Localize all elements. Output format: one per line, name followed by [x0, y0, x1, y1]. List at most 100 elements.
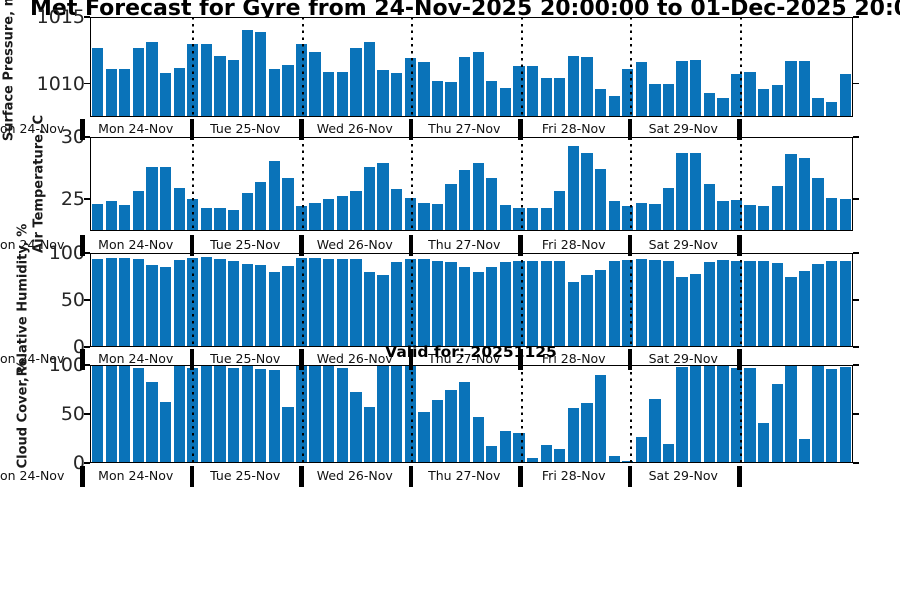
bar	[690, 273, 702, 347]
bar	[323, 258, 335, 347]
bar	[839, 198, 851, 231]
bar	[418, 202, 430, 231]
bar	[214, 365, 226, 463]
bar	[785, 154, 797, 231]
bar	[350, 47, 362, 117]
day-tick	[627, 119, 632, 140]
bar	[214, 258, 226, 347]
plot-frame	[90, 253, 853, 347]
bar	[622, 206, 634, 231]
day-boundary-line	[411, 137, 413, 231]
bar	[730, 260, 743, 347]
day-tick	[80, 119, 85, 140]
day-tick	[299, 235, 304, 256]
figure-title: Met Forecast for Gyre from 24-Nov-2025 2…	[30, 0, 900, 21]
y-tick-mark	[84, 82, 90, 85]
bar	[472, 416, 484, 463]
bar	[554, 261, 566, 347]
bar	[839, 366, 851, 463]
bar	[581, 274, 593, 347]
bar	[594, 89, 607, 117]
day-tick	[627, 466, 632, 487]
bar	[717, 259, 729, 347]
day-tick	[408, 349, 413, 370]
day-tick	[518, 349, 523, 370]
day-label: Mon 24-Nov	[98, 351, 174, 366]
day-label: Tue 25-Nov	[210, 237, 281, 252]
bar	[526, 260, 539, 347]
bar	[798, 158, 811, 231]
day-tick	[299, 119, 304, 140]
day-label: Mon 24-Nov	[98, 237, 174, 252]
bar	[771, 186, 783, 231]
day-tick	[737, 466, 742, 487]
bar	[635, 202, 648, 231]
bar	[105, 257, 117, 347]
bar	[431, 260, 444, 347]
day-boundary-line	[192, 253, 194, 347]
day-tick	[627, 235, 632, 256]
bar	[363, 42, 376, 117]
y-tick-label: 100	[48, 354, 85, 376]
bar	[336, 258, 348, 347]
bar	[554, 191, 566, 231]
bar	[826, 368, 838, 463]
bar	[214, 207, 226, 231]
bar	[717, 98, 729, 117]
bar	[268, 69, 280, 117]
bar	[336, 196, 348, 231]
y-tick-mark	[84, 16, 90, 18]
bar	[649, 259, 661, 347]
bar	[363, 166, 376, 231]
bar	[526, 458, 539, 463]
day-label: Thu 27-Nov	[428, 468, 501, 483]
day-boundary-line	[411, 17, 413, 117]
day-label: Wed 26-Nov	[316, 121, 393, 136]
bar	[703, 365, 715, 463]
day-boundary-line	[301, 137, 304, 231]
bar	[486, 267, 498, 347]
y-tick-mark	[84, 462, 90, 464]
bar	[241, 365, 253, 463]
bar	[146, 265, 158, 347]
clipped-day-label: on 24-Nov	[0, 468, 64, 483]
plot-frame	[90, 365, 853, 463]
bar	[255, 31, 267, 117]
plot-frame	[90, 137, 853, 231]
bar	[445, 262, 457, 347]
bar	[227, 209, 240, 231]
y-tick-mark	[853, 462, 859, 464]
day-boundary-line	[630, 17, 632, 117]
bar	[554, 449, 566, 463]
bar	[513, 261, 525, 347]
bar	[159, 402, 172, 463]
bar	[404, 258, 416, 347]
day-label: Fri 28-Nov	[541, 468, 606, 483]
bar	[105, 201, 117, 231]
bar	[690, 153, 702, 231]
bar	[594, 169, 607, 231]
bar	[526, 207, 539, 231]
bar	[173, 187, 185, 231]
bar	[377, 365, 389, 463]
bar	[377, 274, 389, 347]
bar	[730, 74, 743, 117]
bar	[554, 78, 566, 117]
day-tick	[80, 466, 85, 487]
day-label: Thu 27-Nov	[428, 351, 501, 366]
day-label: Fri 28-Nov	[541, 351, 606, 366]
bar	[445, 184, 457, 231]
bar	[350, 392, 362, 463]
bar	[744, 367, 756, 463]
bar	[173, 365, 185, 463]
day-tick	[299, 466, 304, 487]
y-tick-mark	[84, 364, 90, 366]
bar	[717, 201, 729, 231]
bar	[676, 61, 688, 117]
bar	[703, 184, 715, 231]
bar	[608, 456, 620, 463]
day-tick	[627, 349, 632, 370]
bar	[418, 62, 430, 117]
bar	[690, 59, 702, 117]
bar	[730, 367, 743, 463]
